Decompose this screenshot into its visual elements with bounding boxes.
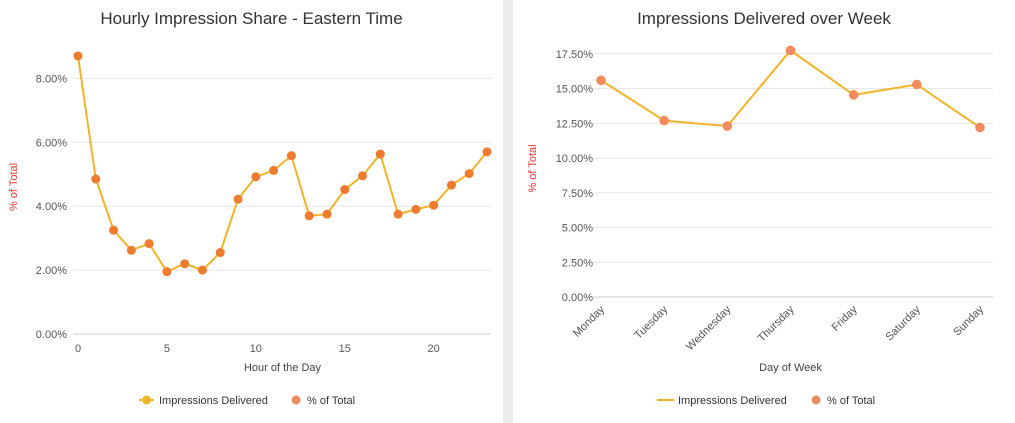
data-point: [340, 185, 350, 195]
impressions-line: [77, 55, 488, 273]
y-tick-label: 15.00%: [556, 84, 594, 96]
x-tick-label: Monday: [571, 303, 608, 340]
x-axis-label: Day of Week: [759, 362, 822, 374]
data-point: [446, 180, 456, 190]
data-point: [91, 174, 101, 184]
x-tick-label: Wednesday: [684, 303, 734, 353]
legend-impressions-label: Impressions Delivered: [159, 395, 268, 407]
y-tick-label: 2.50%: [562, 257, 593, 269]
y-tick-label: 6.00%: [36, 137, 67, 149]
y-tick-label: 4.00%: [36, 201, 67, 213]
x-tick-label: Thursday: [756, 303, 797, 344]
data-point: [144, 239, 154, 249]
x-tick-label: Saturday: [883, 303, 923, 343]
data-point: [162, 267, 172, 277]
x-tick-label: 5: [164, 343, 170, 355]
hourly-chart-title: Hourly Impression Share - Eastern Time: [100, 9, 403, 28]
legend-percent-swatch: [811, 395, 821, 405]
weekly-chart-panel: Impressions Delivered over Week 0.00% 2.5…: [513, 0, 1015, 423]
data-point: [251, 172, 261, 182]
data-point: [464, 169, 474, 179]
data-point: [393, 209, 403, 219]
y-tick-label: 10.00%: [556, 153, 594, 165]
x-tick-label: Tuesday: [632, 303, 670, 341]
y-tick-label: 0.00%: [562, 292, 593, 304]
x-tick-label: 10: [250, 343, 262, 355]
y-tick-label: 7.50%: [562, 188, 593, 200]
weekly-chart-svg: 0.00% 2.50% 5.00% 7.50% 10.00% 12.50% 15.00% 17…: [527, 45, 993, 407]
data-point: [912, 79, 922, 90]
y-tick-label: 17.50%: [556, 49, 594, 61]
data-point: [180, 259, 190, 269]
y-axis-label: % of Total: [8, 163, 20, 211]
x-axis-label: Hour of the Day: [244, 362, 322, 374]
legend-impressions-label: Impressions Delivered: [678, 395, 787, 407]
data-point: [197, 265, 207, 275]
y-tick-label: 8.00%: [36, 73, 67, 85]
x-tick-label: 15: [339, 343, 351, 355]
legend-impressions-swatch: [142, 395, 151, 405]
data-point: [358, 171, 368, 181]
data-point: [722, 121, 733, 131]
legend-percent-label: % of Total: [307, 395, 355, 407]
y-axis-label: % of Total: [527, 144, 539, 192]
x-tick-label: 0: [75, 343, 81, 355]
x-tick-label: Sunday: [951, 303, 986, 338]
data-point: [269, 165, 279, 175]
data-point: [304, 211, 314, 221]
data-point: [233, 194, 243, 204]
data-point: [785, 45, 796, 56]
data-point: [975, 122, 985, 133]
data-point: [73, 51, 83, 61]
x-tick-label: Friday: [830, 303, 860, 333]
data-point: [375, 149, 385, 159]
weekly-chart-title: Impressions Delivered over Week: [637, 9, 891, 28]
hourly-chart-svg: 0.00% 2.00% 4.00% 6.00% 8.00% 0 5 10 15 20 Hour of…: [8, 51, 492, 407]
x-tick-label: 20: [428, 343, 440, 355]
data-point: [596, 75, 606, 86]
y-tick-label: 2.00%: [36, 265, 67, 277]
y-tick-label: 12.50%: [556, 118, 594, 130]
legend-percent-swatch: [291, 395, 301, 405]
data-point: [322, 209, 332, 219]
data-point: [848, 90, 859, 100]
data-point: [482, 147, 492, 157]
data-point: [126, 245, 136, 255]
data-point: [109, 225, 119, 235]
data-point: [286, 151, 296, 161]
data-point: [429, 200, 439, 210]
legend-percent-label: % of Total: [827, 395, 875, 407]
y-tick-label: 0.00%: [36, 329, 67, 341]
data-point: [659, 115, 669, 126]
y-tick-label: 5.00%: [562, 223, 593, 235]
data-point: [215, 248, 225, 258]
data-point: [411, 204, 421, 214]
hourly-chart-panel: Hourly Impression Share - Eastern Time 0…: [0, 0, 503, 423]
